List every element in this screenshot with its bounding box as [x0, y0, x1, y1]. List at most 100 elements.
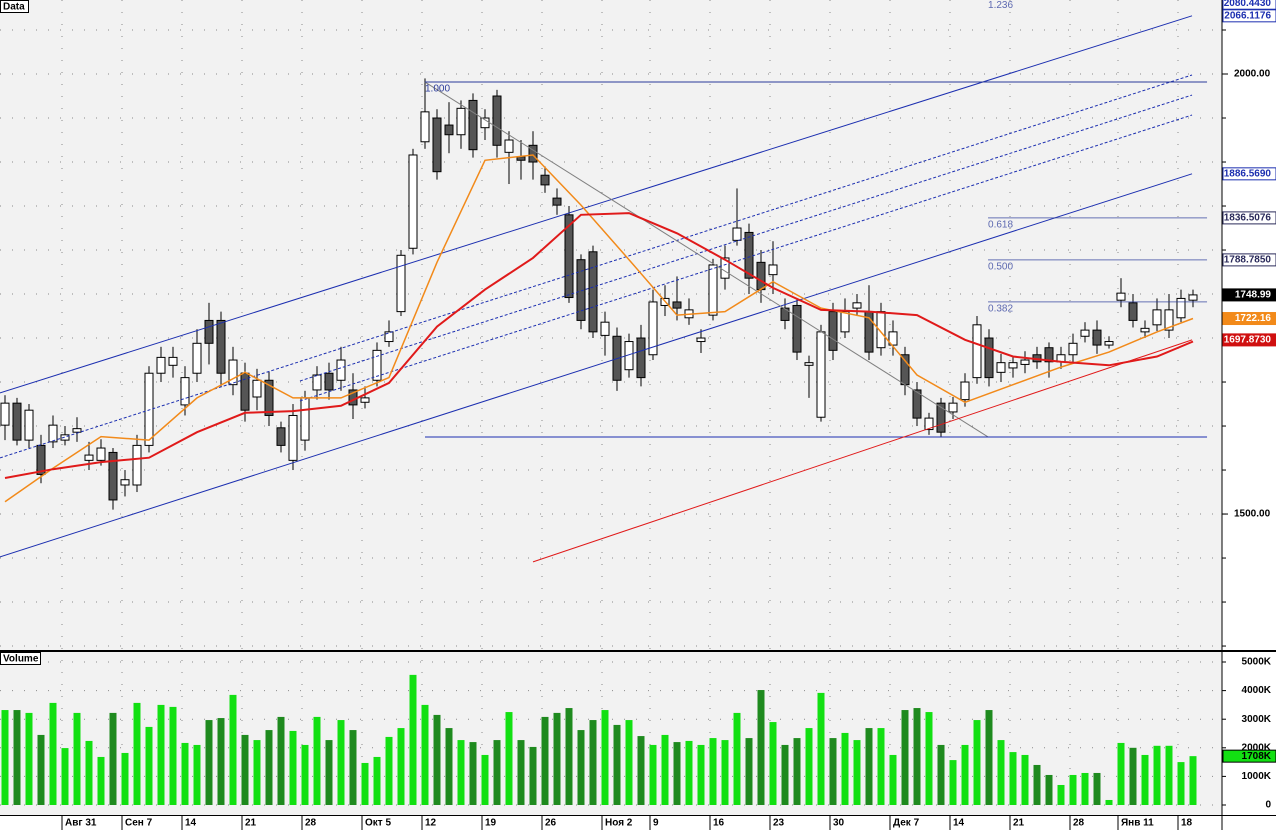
candle-body: [360, 397, 370, 403]
volume-bar: [817, 692, 825, 805]
candle-body: [336, 359, 346, 381]
candle-body: [288, 414, 298, 461]
price-label: 1748.99: [1235, 290, 1272, 301]
candle-body: [432, 117, 442, 173]
volume-bar: [613, 724, 621, 805]
candle-body: [816, 331, 826, 418]
panel-title: Data: [3, 2, 25, 13]
x-tick-label: 9: [653, 818, 659, 829]
candle-body: [180, 377, 190, 406]
candle-body: [792, 304, 802, 353]
candle-body: [1044, 347, 1054, 363]
candle-body: [972, 324, 982, 379]
candle-body: [1068, 342, 1078, 356]
price-label-box: [1222, 9, 1276, 23]
candle-body: [120, 479, 130, 486]
trendline: [0, 173, 1193, 558]
price-label: 2080.4430: [1224, 0, 1272, 9]
x-tick-label: 26: [545, 818, 557, 829]
candle-body: [1140, 327, 1150, 333]
volume-bar: [865, 728, 873, 805]
candle-body: [60, 434, 70, 441]
volume-bar: [1093, 772, 1101, 805]
y-tick-label: 2000K: [1242, 742, 1272, 753]
volume-bar: [901, 710, 909, 805]
candle-body: [1092, 329, 1102, 346]
volume-bar: [1153, 745, 1161, 805]
candle-body: [588, 251, 598, 333]
candle-body: [696, 337, 706, 343]
candle-body: [648, 301, 658, 356]
volume-bar: [133, 702, 141, 805]
volume-bar: [349, 730, 357, 805]
candle-body: [540, 174, 550, 186]
volume-bar: [949, 760, 957, 805]
x-tick-label: Авг 31: [65, 818, 97, 829]
volume-bar: [445, 728, 453, 805]
volume-bar: [1, 710, 9, 805]
volume-bar: [373, 756, 381, 805]
candle-body: [384, 331, 394, 343]
volume-bar: [265, 730, 273, 805]
candle-body: [108, 451, 118, 501]
trendline: [0, 74, 1193, 459]
candle-body: [576, 259, 586, 321]
volume-bar: [517, 740, 525, 805]
volume-bar: [769, 722, 777, 805]
x-tick-label: 16: [713, 818, 725, 829]
candle-body: [984, 337, 994, 379]
panel-title: Volume: [3, 654, 39, 665]
candle-body: [528, 144, 538, 163]
volume-bar: [829, 738, 837, 805]
price-label: 1788.7850: [1224, 255, 1272, 266]
candle-body: [72, 428, 82, 433]
volume-bar: [409, 674, 417, 805]
volume-bar: [565, 708, 573, 805]
x-tick-label: 28: [1073, 818, 1085, 829]
volume-panel: [0, 652, 1222, 815]
volume-bar: [1033, 764, 1041, 805]
volume-bar: [541, 716, 549, 805]
price-label: 1886.5690: [1224, 168, 1272, 179]
volume-bar: [25, 712, 33, 805]
moving-average: [4, 212, 1194, 479]
x-tick-label: 30: [833, 818, 845, 829]
candle-body: [768, 264, 778, 276]
volume-bar: [937, 744, 945, 805]
candle-body: [276, 427, 286, 446]
x-tick-label: 19: [485, 818, 497, 829]
candle-body: [192, 342, 202, 374]
volume-bar: [673, 742, 681, 805]
price-label-box: [1222, 312, 1276, 326]
volume-bar: [997, 740, 1005, 805]
panel-title-box: [0, 652, 41, 665]
volume-bar: [145, 726, 153, 805]
volume-bar: [1045, 774, 1053, 805]
volume-bar: [721, 740, 729, 805]
volume-bar: [169, 706, 177, 805]
volume-bar: [397, 728, 405, 805]
volume-bar: [1165, 745, 1173, 805]
volume-bar: [37, 734, 45, 805]
candle-body: [852, 302, 862, 309]
volume-bar: [553, 712, 561, 805]
price-panel: [0, 0, 1222, 650]
x-tick-label: 12: [425, 818, 437, 829]
volume-bar: [661, 734, 669, 805]
candle-body: [504, 139, 514, 153]
volume-bar: [493, 740, 501, 805]
volume-bar: [193, 744, 201, 805]
volume-bar: [877, 728, 885, 805]
candle-body: [228, 359, 238, 386]
fib-label: 0.500: [988, 262, 1013, 273]
candle-body: [1128, 302, 1138, 321]
x-tick-label: 18: [1181, 818, 1193, 829]
volume-bar: [1129, 747, 1137, 805]
volume-bar: [973, 720, 981, 805]
candle-body: [1152, 309, 1162, 326]
volume-bar: [1069, 774, 1077, 805]
volume-bar: [481, 754, 489, 805]
volume-bar: [313, 716, 321, 805]
y-tick-label: 4000K: [1242, 685, 1272, 696]
volume-bar: [1057, 784, 1065, 805]
